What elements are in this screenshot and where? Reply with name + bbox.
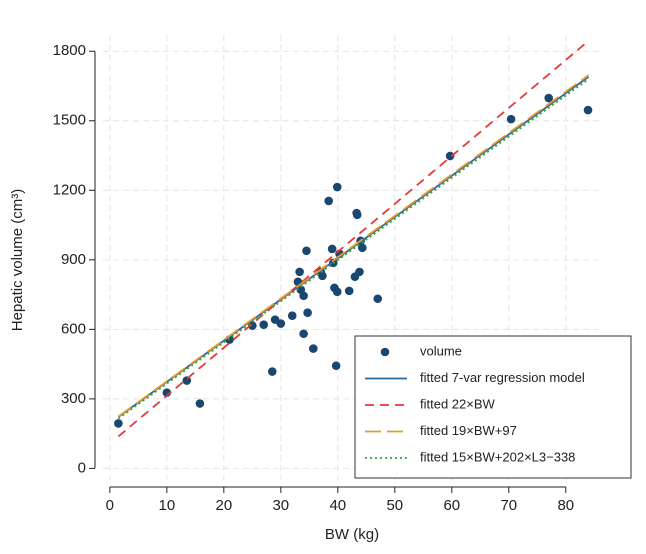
data-point <box>276 319 286 328</box>
y-tick-label: 1500 <box>53 112 86 129</box>
data-point <box>195 399 205 408</box>
legend-label: fitted 7-var regression model <box>420 370 585 385</box>
x-axis-label: BW (kg) <box>325 526 379 543</box>
data-point <box>344 286 354 296</box>
x-tick-label: 50 <box>386 497 403 514</box>
data-point <box>259 320 269 330</box>
data-point <box>295 267 304 277</box>
legend-label: fitted 22×BW <box>420 396 496 411</box>
x-tick-label: 30 <box>272 497 289 514</box>
data-point <box>583 105 593 115</box>
y-tick-label: 600 <box>61 320 86 337</box>
data-point <box>299 329 308 339</box>
data-point <box>182 376 192 385</box>
data-point <box>248 321 257 330</box>
y-tick-label: 900 <box>61 251 86 268</box>
y-axis-label: Hepatic volume (cm³) <box>9 189 26 332</box>
data-point <box>352 210 362 220</box>
data-point <box>302 246 311 256</box>
fit-line <box>117 74 590 418</box>
data-point <box>324 196 334 206</box>
y-tick-label: 0 <box>78 459 86 476</box>
data-point <box>309 344 318 353</box>
x-tick-label: 70 <box>500 497 517 514</box>
legend-label: fitted 15×BW+202×L3−338 <box>420 449 575 464</box>
data-point <box>299 291 308 301</box>
data-point <box>355 267 364 277</box>
x-tick-label: 40 <box>329 497 346 514</box>
data-point <box>445 151 455 161</box>
data-point <box>332 287 342 297</box>
legend-label: fitted 19×BW+97 <box>420 423 517 438</box>
data-point <box>373 294 383 304</box>
legend-label: volume <box>420 343 462 358</box>
legend: volume fitted 7-var regression model fitte… <box>354 335 632 479</box>
data-point <box>358 243 367 253</box>
y-tick-label: 300 <box>61 390 86 407</box>
x-tick-label: 20 <box>215 497 232 514</box>
data-point <box>303 308 312 317</box>
x-tick-label: 60 <box>443 497 460 514</box>
legend-box <box>354 335 632 479</box>
data-point <box>327 244 337 254</box>
x-tick-label: 10 <box>158 497 175 514</box>
x-tick-label: 0 <box>106 497 114 514</box>
y-tick-label: 1800 <box>53 42 86 59</box>
y-tick-label: 1200 <box>53 181 86 198</box>
fit-line <box>117 78 590 420</box>
data-point <box>544 93 554 103</box>
legend-marker <box>380 347 390 357</box>
fit-line <box>117 40 590 438</box>
x-tick-label: 80 <box>557 497 574 514</box>
data-point <box>332 182 342 192</box>
data-point <box>506 114 516 124</box>
data-point <box>287 311 297 320</box>
data-point <box>331 361 341 371</box>
data-point <box>318 271 327 281</box>
data-point <box>114 419 123 428</box>
data-point <box>267 367 277 376</box>
